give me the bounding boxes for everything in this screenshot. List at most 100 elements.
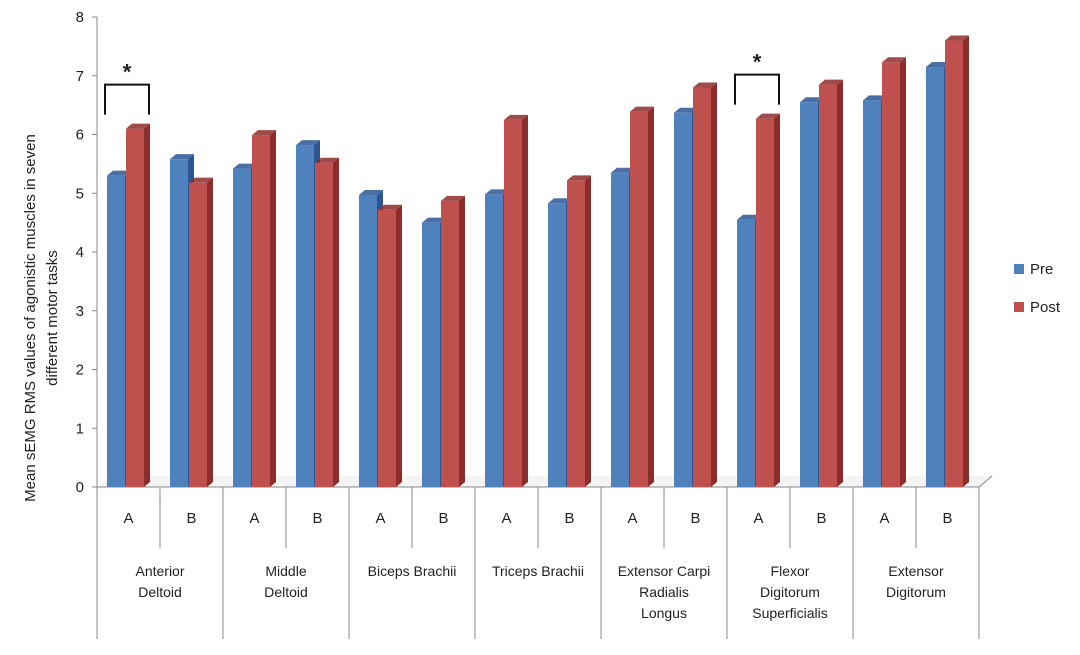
bar-pre-top — [548, 198, 572, 204]
bar-pre-front — [800, 102, 818, 487]
bar-post — [630, 106, 654, 488]
y-axis-label-line-2: different motor tasks — [44, 250, 61, 386]
x-group-label: Radialis — [639, 584, 689, 600]
bar-pre-front — [233, 168, 251, 487]
bar-post-top — [567, 175, 591, 181]
significance-asterisk: * — [753, 50, 762, 75]
bar-post — [567, 175, 591, 487]
bar-post-front — [882, 62, 900, 488]
bar-post-front — [567, 180, 585, 487]
bar-pre-front — [170, 159, 188, 488]
bar-post-front — [126, 128, 144, 487]
bar-post-front — [756, 118, 774, 487]
bar-pre-top — [611, 167, 635, 173]
bar-post-top — [378, 204, 402, 210]
bars-layer — [107, 35, 969, 488]
floor-edge — [978, 475, 993, 488]
bar-post — [252, 130, 276, 487]
bar-post-side — [459, 195, 465, 487]
x-sub-label: A — [753, 510, 763, 527]
bar-post-top — [945, 35, 969, 41]
bar-pre-front — [863, 100, 881, 488]
bar-pre-top — [422, 217, 446, 223]
bar-post-front — [504, 119, 522, 487]
bar-post-side — [837, 79, 843, 487]
bar-post-front — [378, 209, 396, 487]
y-tick-label: 3 — [76, 303, 84, 320]
bar-post-front — [315, 162, 333, 487]
bar-pre-top — [863, 95, 887, 101]
y-axis-label-line-1: Mean sEMG RMS values of agonistic muscle… — [22, 134, 39, 502]
legend-swatch-post — [1014, 302, 1024, 312]
x-sub-label: A — [249, 510, 259, 527]
significance-marker: * — [734, 50, 780, 105]
y-tick-label: 8 — [76, 9, 84, 26]
x-group-label: Longus — [641, 605, 687, 621]
bar-pre-front — [485, 194, 503, 488]
x-sub-label: B — [942, 510, 952, 527]
x-sub-label: A — [375, 510, 385, 527]
x-sub-label: B — [690, 510, 700, 527]
bar-post — [315, 157, 339, 487]
bar-post-side — [963, 35, 969, 487]
bar-post-top — [819, 79, 843, 85]
bar-post-side — [711, 82, 717, 487]
bar-post-top — [315, 157, 339, 163]
x-group-label: Deltoid — [138, 584, 182, 600]
bar-post-front — [819, 84, 837, 487]
y-tick-label: 6 — [76, 127, 84, 144]
bar-post-front — [945, 40, 963, 487]
significance-asterisk: * — [123, 60, 132, 85]
bar-post-side — [144, 123, 150, 487]
bar-pre-top — [485, 189, 509, 195]
bar-post-side — [648, 106, 654, 488]
bar-pre-front — [422, 222, 440, 487]
legend: Pre Post — [1014, 261, 1061, 316]
bar-post-side — [585, 175, 591, 487]
significance-bracket — [104, 83, 150, 115]
bar-post — [378, 204, 402, 487]
x-group-label: Deltoid — [264, 584, 308, 600]
bar-post-front — [630, 111, 648, 488]
legend-label-pre: Pre — [1030, 261, 1053, 278]
bar-post-top — [882, 57, 906, 63]
bar-post-top — [189, 177, 213, 183]
x-sub-label: B — [186, 510, 196, 527]
x-group-label: Extensor — [888, 563, 944, 579]
y-tick-label: 5 — [76, 185, 84, 202]
bar-pre-top — [107, 170, 131, 176]
y-tick-label: 0 — [76, 479, 84, 496]
bar-post-side — [522, 114, 528, 487]
bar-post-front — [189, 182, 207, 488]
bar-post-top — [126, 123, 150, 129]
bar-post-side — [333, 157, 339, 487]
bar-post-front — [252, 135, 270, 487]
x-group-label: Extensor Carpi — [618, 563, 711, 579]
bar-post — [441, 195, 465, 487]
bar-post-top — [441, 195, 465, 201]
x-sub-label: B — [312, 510, 322, 527]
y-tick-label: 1 — [76, 420, 84, 437]
bar-post-front — [693, 87, 711, 487]
bar-pre-front — [611, 172, 629, 487]
bar-post — [819, 79, 843, 487]
bar-pre-top — [674, 107, 698, 113]
labels-layer: 0 1 2 3 4 5 6 7 8 A B Anterior Deltoid A B Middle Deltoi… — [76, 9, 953, 621]
bar-pre-top — [359, 190, 383, 196]
bar-pre-front — [674, 112, 692, 487]
x-sub-label: A — [123, 510, 133, 527]
bar-post-side — [900, 57, 906, 488]
bar-post-side — [396, 204, 402, 487]
bar-post-top — [693, 82, 717, 88]
y-tick-label: 2 — [76, 362, 84, 379]
x-sub-label: B — [438, 510, 448, 527]
bar-pre-front — [359, 195, 377, 487]
x-sub-label: B — [816, 510, 826, 527]
bar-post — [693, 82, 717, 487]
bar-post-top — [504, 114, 528, 120]
bar-post — [504, 114, 528, 487]
y-tick-label: 4 — [76, 244, 84, 261]
y-tick-label: 7 — [76, 68, 84, 85]
significance-marker: * — [104, 60, 150, 115]
